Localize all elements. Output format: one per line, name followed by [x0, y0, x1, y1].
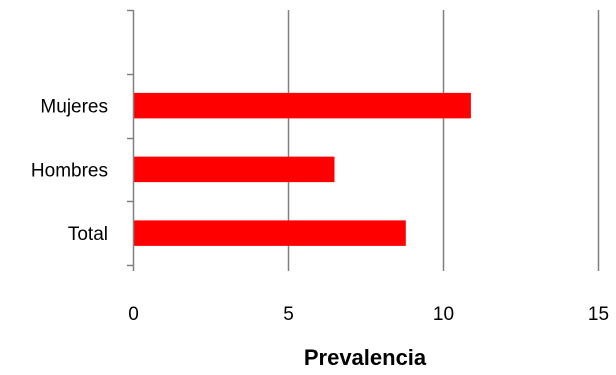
- x-axis-title: Prevalencia: [304, 345, 427, 370]
- bar-total: [133, 220, 406, 246]
- x-tick-label-15: 15: [588, 304, 609, 325]
- y-tick-label-hombres: Hombres: [31, 160, 108, 181]
- bar-hombres: [133, 156, 335, 183]
- bars: [133, 92, 471, 246]
- labels: 0 5 10 15 Total Hombres Mujeres: [31, 97, 609, 325]
- bar-mujeres: [133, 92, 471, 119]
- x-tick-label-10: 10: [433, 304, 454, 325]
- y-tick-label-total: Total: [68, 224, 108, 245]
- y-tick-label-mujeres: Mujeres: [40, 97, 108, 118]
- axes: [127, 9, 600, 271]
- x-tick-label-5: 5: [283, 304, 294, 325]
- x-tick-label-0: 0: [128, 304, 139, 325]
